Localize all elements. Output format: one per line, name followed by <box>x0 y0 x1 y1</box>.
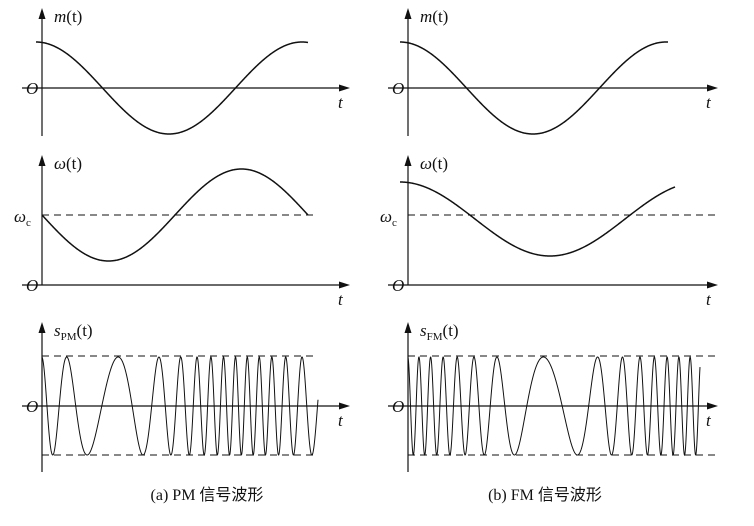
caption: (b) FM 信号波形 <box>488 486 602 504</box>
arrow-head <box>38 322 46 333</box>
arrow-head <box>339 402 350 410</box>
signal-label: m(t) <box>54 7 82 26</box>
signal-label: m(t) <box>420 7 448 26</box>
symbol: ω <box>420 154 432 173</box>
modulated-wave <box>41 356 319 456</box>
message-wave <box>400 41 669 135</box>
origin-label: O <box>392 276 404 295</box>
argument: (t) <box>66 7 82 26</box>
arrow-head <box>339 84 350 92</box>
origin-label: O <box>392 79 404 98</box>
axis-label: t <box>706 290 712 309</box>
arrow-head <box>404 8 412 19</box>
origin-label: O <box>392 397 404 416</box>
axis-label: t <box>338 290 344 309</box>
level-label: ωc <box>14 207 31 229</box>
symbol: s <box>54 321 61 340</box>
caption: (a) PM 信号波形 <box>151 486 264 504</box>
frequency-wave <box>400 181 676 257</box>
arrow-head <box>707 84 718 92</box>
arrow-head <box>707 281 718 289</box>
symbol: s <box>420 321 427 340</box>
subscript: FM <box>427 331 443 343</box>
signal-label: sFM(t) <box>420 321 459 343</box>
arrow-head <box>707 402 718 410</box>
symbol: m <box>420 7 432 26</box>
modulated-wave <box>407 356 701 456</box>
subscript: c <box>392 217 397 229</box>
message-wave <box>36 41 309 135</box>
argument: (t) <box>77 321 93 340</box>
frequency-wave <box>41 168 309 262</box>
signal-label: ω(t) <box>420 154 448 173</box>
symbol: ω <box>380 207 392 226</box>
argument: (t) <box>443 321 459 340</box>
subscript: PM <box>61 331 77 343</box>
subscript: c <box>26 217 31 229</box>
argument: (t) <box>432 154 448 173</box>
argument: (t) <box>66 154 82 173</box>
level-label: ωc <box>380 207 397 229</box>
axis-label: t <box>338 411 344 430</box>
origin-label: O <box>26 276 38 295</box>
origin-label: O <box>26 79 38 98</box>
symbol: ω <box>54 154 66 173</box>
argument: (t) <box>432 7 448 26</box>
axis-label: t <box>338 93 344 112</box>
signal-label: ω(t) <box>54 154 82 173</box>
arrow-head <box>38 155 46 166</box>
arrow-head <box>38 8 46 19</box>
symbol: ω <box>14 207 26 226</box>
arrow-head <box>339 281 350 289</box>
arrow-head <box>404 322 412 333</box>
origin-label: O <box>26 397 38 416</box>
signal-label: sPM(t) <box>54 321 93 343</box>
symbol: m <box>54 7 66 26</box>
arrow-head <box>404 155 412 166</box>
axis-label: t <box>706 93 712 112</box>
axis-label: t <box>706 411 712 430</box>
